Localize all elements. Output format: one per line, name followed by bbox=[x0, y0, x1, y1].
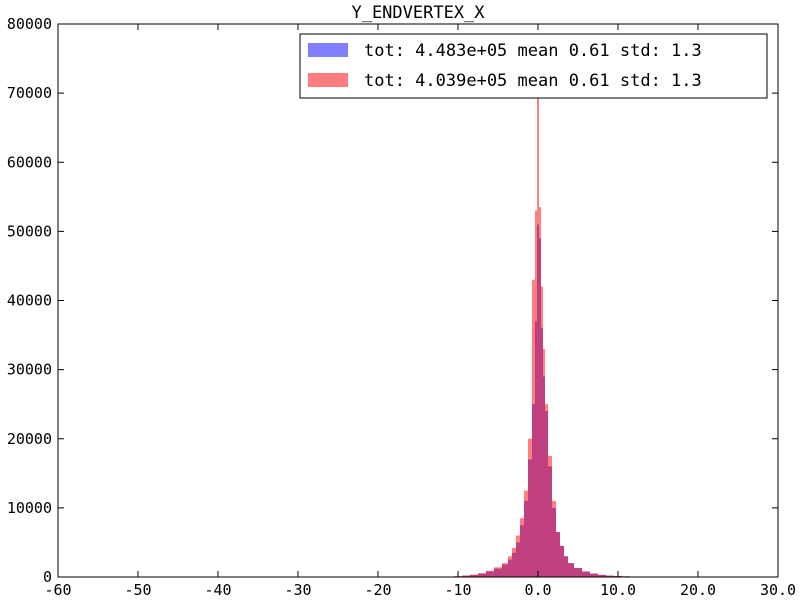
histogram-bar bbox=[524, 490, 528, 577]
series-2-bars bbox=[454, 86, 638, 578]
x-tick-label: 0.0 bbox=[524, 581, 551, 599]
legend-box bbox=[299, 33, 768, 99]
chart-title: Y_ENDVERTEX_X bbox=[351, 3, 485, 23]
histogram-bar bbox=[564, 556, 568, 577]
x-tick-label: -60 bbox=[44, 581, 71, 599]
histogram-bar bbox=[574, 568, 582, 577]
x-tick-label: 10.0 bbox=[600, 581, 636, 599]
x-tick-label: 20.0 bbox=[680, 581, 716, 599]
histogram-bar bbox=[520, 518, 524, 577]
histogram-bar bbox=[512, 547, 516, 577]
histogram-bar bbox=[508, 556, 512, 577]
y-tick-label: 30000 bbox=[7, 361, 52, 379]
x-tick-label: -20 bbox=[364, 581, 391, 599]
legend: tot: 4.483e+05 mean 0.61 std: 1.3 tot: 4.… bbox=[299, 33, 768, 99]
histogram-bar bbox=[541, 286, 543, 577]
histogram-bar bbox=[502, 563, 508, 577]
histogram-bar bbox=[539, 207, 541, 577]
legend-swatch bbox=[308, 43, 348, 57]
histogram-bar bbox=[494, 567, 502, 577]
x-tick-label: -10 bbox=[444, 581, 471, 599]
x-tick-label: -50 bbox=[124, 581, 151, 599]
y-tick-label: 80000 bbox=[7, 15, 52, 33]
histogram-bar bbox=[470, 574, 478, 577]
y-tick-label: 20000 bbox=[7, 430, 52, 448]
histogram-bar bbox=[590, 573, 598, 577]
legend-label: tot: 4.483e+05 mean 0.61 std: 1.3 bbox=[364, 41, 702, 61]
y-tick-label: 40000 bbox=[7, 292, 52, 310]
histogram-bar bbox=[545, 404, 548, 577]
histogram-bar bbox=[552, 500, 556, 577]
histogram-bar bbox=[543, 348, 545, 577]
histogram-bar bbox=[462, 575, 470, 577]
histogram-bar bbox=[598, 574, 606, 577]
histogram-bar bbox=[556, 532, 560, 577]
histogram-bar bbox=[568, 563, 574, 577]
y-tick-label: 50000 bbox=[7, 222, 52, 240]
legend-label: tot: 4.039e+05 mean 0.61 std: 1.3 bbox=[364, 71, 702, 91]
axes-frame bbox=[57, 23, 779, 578]
legend-swatch bbox=[308, 73, 348, 87]
x-tick-label: -30 bbox=[284, 581, 311, 599]
histogram-bar bbox=[535, 210, 537, 577]
histogram-bar bbox=[560, 545, 564, 577]
y-tick-label: 60000 bbox=[7, 153, 52, 171]
histogram-bar bbox=[548, 456, 552, 577]
y-tick-label: 70000 bbox=[7, 84, 52, 102]
y-tick-label: 10000 bbox=[7, 499, 52, 517]
x-tick-label: 30.0 bbox=[760, 581, 796, 599]
histogram-bar bbox=[537, 86, 539, 578]
histogram-bar bbox=[582, 571, 590, 577]
histogram-bar bbox=[532, 279, 535, 577]
histogram-bar bbox=[478, 573, 486, 577]
x-tick-label: -40 bbox=[204, 581, 231, 599]
histogram-bars bbox=[454, 86, 638, 578]
histogram-bar bbox=[606, 575, 614, 577]
histogram-bar bbox=[486, 570, 494, 577]
histogram-bar bbox=[516, 535, 520, 577]
axis-ticks: -60 -50 -40 -30 -20 -10 0.0 10.0 20.0 30.0 0 10000 2… bbox=[7, 15, 796, 599]
y-tick-label: 0 bbox=[43, 568, 52, 586]
histogram-bar bbox=[528, 438, 532, 577]
